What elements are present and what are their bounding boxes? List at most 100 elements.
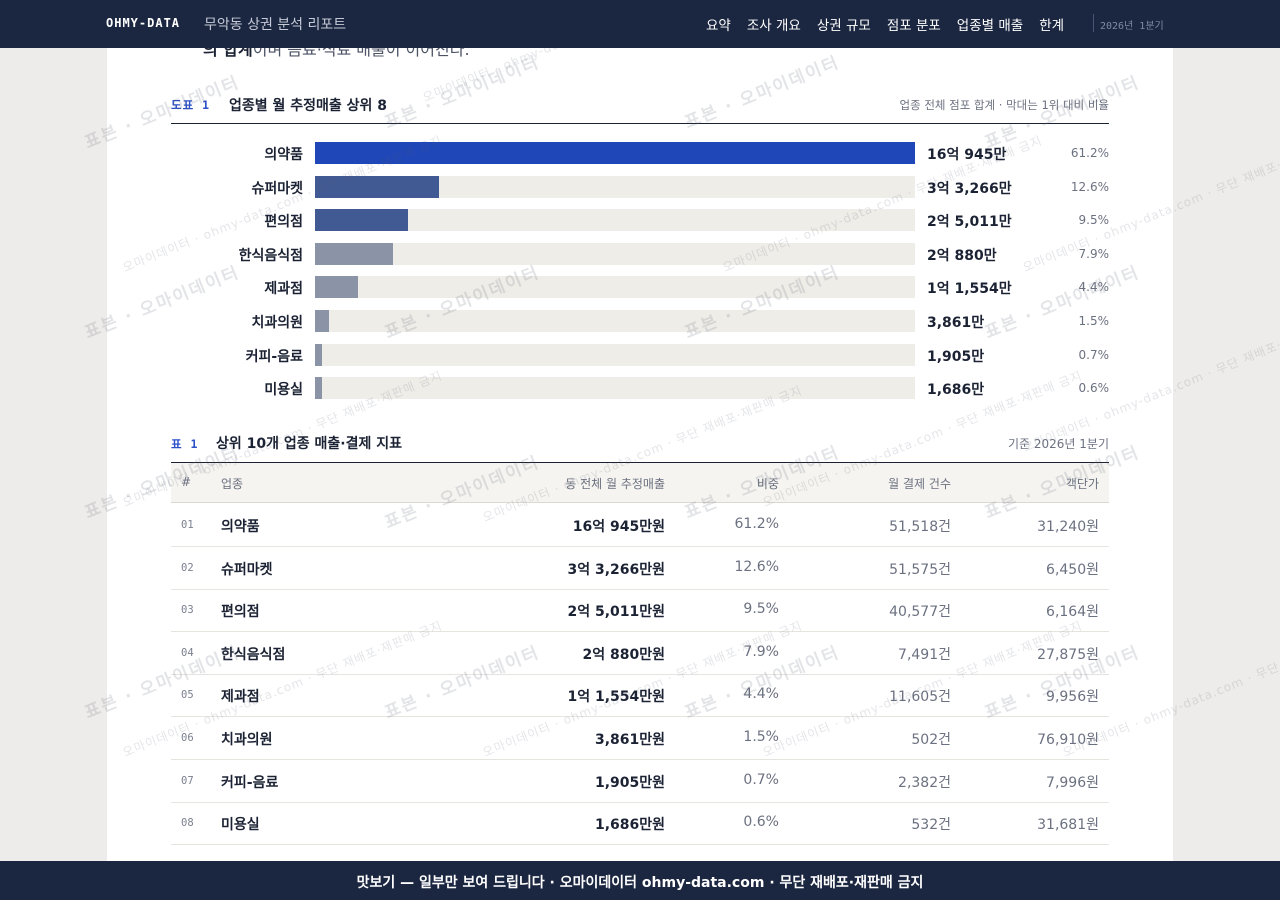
row-sales: 1,905만원 bbox=[594, 774, 665, 791]
table-row: 04 한식음식점 2억 880만원 7.9% 7,491건 27,875원 bbox=[171, 632, 1109, 675]
bar bbox=[315, 343, 322, 366]
bar-value-label: 16억 945만 bbox=[927, 147, 1007, 163]
bar-row: 슈퍼마켓 3억 3,266만 12.6% bbox=[107, 175, 1173, 198]
bar-share-label: 1.5% bbox=[1078, 314, 1110, 328]
bar-share-label: 61.2% bbox=[1070, 146, 1109, 160]
preview-banner: 맛보기 — 일부만 보여 드립니다 · 오마이데이터 ohmy-data.com… bbox=[0, 861, 1280, 900]
table-header: 표 1 상위 10개 업종 매출·결제 지표 기준 2026년 1분기 bbox=[171, 432, 1109, 463]
bar-category-label: 슈퍼마켓 bbox=[251, 180, 303, 197]
row-category: 의약품 bbox=[221, 519, 260, 535]
column-header-share: 비중 bbox=[756, 477, 779, 491]
bar-row: 미용실 1,686만 0.6% bbox=[107, 377, 1173, 400]
bar-value-label: 3,861만 bbox=[927, 315, 985, 331]
table-title: 상위 10개 업종 매출·결제 지표 bbox=[216, 436, 402, 452]
table-row-partial bbox=[171, 846, 1109, 861]
row-share: 1.5% bbox=[743, 729, 779, 745]
bar-category-label: 치과의원 bbox=[251, 315, 303, 331]
bar bbox=[315, 377, 322, 400]
bar-track bbox=[315, 175, 915, 198]
brand-logo[interactable]: OHMY-DATA bbox=[106, 16, 181, 30]
row-payment-count: 51,575건 bbox=[889, 561, 951, 578]
row-payment-count: 11,605건 bbox=[889, 689, 951, 706]
bar-track bbox=[315, 310, 915, 332]
column-header-avg-ticket: 객단가 bbox=[1065, 477, 1099, 491]
row-sales: 1억 1,554만원 bbox=[567, 689, 665, 706]
table-tag: 표 1 bbox=[171, 437, 199, 451]
table-row: 08 미용실 1,686만원 0.6% 532건 31,681원 bbox=[171, 802, 1109, 846]
bar bbox=[315, 276, 358, 299]
figure-note: 업종 전체 점포 합계 · 막대는 1위 대비 비율 bbox=[899, 98, 1110, 112]
row-rank: 07 bbox=[181, 774, 194, 787]
table-row: 02 슈퍼마켓 3억 3,266만원 12.6% 51,575건 6,450원 bbox=[171, 547, 1109, 590]
row-sales: 2억 5,011만원 bbox=[567, 604, 665, 621]
row-sales: 3억 3,266만원 bbox=[567, 561, 665, 578]
row-sales: 1,686만원 bbox=[594, 817, 665, 834]
bar-category-label: 미용실 bbox=[264, 382, 303, 399]
row-category: 편의점 bbox=[221, 604, 260, 621]
row-sales: 2억 880만원 bbox=[582, 646, 665, 663]
bar-row: 편의점 2억 5,011만 9.5% bbox=[107, 209, 1173, 232]
row-rank: 01 bbox=[181, 519, 194, 531]
bar-share-label: 4.4% bbox=[1078, 280, 1110, 295]
nav-item-limitations[interactable]: 한계 bbox=[1039, 18, 1065, 34]
bar bbox=[315, 142, 915, 164]
nav-item-summary[interactable]: 요약 bbox=[706, 18, 731, 34]
figure-title: 업종별 월 추정매출 상위 8 bbox=[229, 98, 388, 114]
nav-item-market-size[interactable]: 상권 규모 bbox=[816, 18, 871, 34]
row-payment-count: 2,382건 bbox=[898, 774, 951, 791]
nav-item-overview[interactable]: 조사 개요 bbox=[746, 18, 801, 34]
bar-track bbox=[315, 142, 915, 164]
bar-row: 제과점 1억 1,554만 4.4% bbox=[107, 276, 1173, 299]
row-avg-ticket: 6,450원 bbox=[1046, 561, 1099, 578]
row-rank: 03 bbox=[181, 604, 194, 617]
bar-value-label: 1,686만 bbox=[927, 382, 985, 399]
nav-item-sales-by-category[interactable]: 업종별 매출 bbox=[956, 18, 1024, 34]
intro-rest: 이며 음료·식료 매출이 이어진다. bbox=[252, 48, 470, 59]
table-note: 기준 2026년 1분기 bbox=[1007, 437, 1109, 451]
bar-value-label: 1억 1,554만 bbox=[927, 281, 1012, 298]
bar-share-label: 7.9% bbox=[1078, 246, 1110, 261]
column-header-payments: 월 결제 건수 bbox=[888, 477, 951, 491]
row-avg-ticket: 31,240원 bbox=[1037, 519, 1099, 535]
bar-category-label: 한식음식점 bbox=[238, 247, 303, 264]
bar-track bbox=[315, 343, 915, 366]
nav-divider bbox=[1093, 14, 1094, 32]
column-header-rank: # bbox=[181, 475, 192, 489]
row-share: 9.5% bbox=[743, 601, 779, 618]
figure-tag: 도표 1 bbox=[171, 98, 211, 112]
table-row: 05 제과점 1억 1,554만원 4.4% 11,605건 9,956원 bbox=[171, 674, 1109, 718]
bar-share-label: 9.5% bbox=[1078, 213, 1110, 228]
row-payment-count: 502건 bbox=[911, 732, 951, 748]
bar-value-label: 3억 3,266만 bbox=[927, 180, 1012, 197]
column-header-category: 업종 bbox=[221, 477, 244, 491]
column-header-sales: 동 전체 월 추정매출 bbox=[565, 477, 665, 491]
row-category: 미용실 bbox=[221, 817, 260, 834]
row-payment-count: 532건 bbox=[911, 817, 951, 834]
row-share: 0.7% bbox=[743, 771, 779, 788]
bar-row: 치과의원 3,861만 1.5% bbox=[107, 310, 1173, 332]
bar-value-label: 1,905만 bbox=[927, 348, 985, 365]
bar-row: 커피-음료 1,905만 0.7% bbox=[107, 343, 1173, 366]
bar-row: 한식음식점 2억 880만 7.9% bbox=[107, 242, 1173, 265]
row-avg-ticket: 76,910원 bbox=[1037, 732, 1099, 748]
bar-share-label: 0.7% bbox=[1078, 347, 1110, 362]
row-sales: 16억 945만원 bbox=[572, 519, 665, 535]
bar-share-label: 12.6% bbox=[1070, 179, 1109, 194]
intro-paragraph: 의 합계이며 음료·식료 매출이 이어진다. bbox=[203, 48, 470, 60]
section-nav: 요약 조사 개요 상권 규모 점포 분포 업종별 매출 한계 bbox=[706, 14, 1080, 34]
intro-bold: 의 합계 bbox=[203, 48, 253, 59]
bar-track bbox=[315, 242, 915, 265]
table-column-headers: # 업종 동 전체 월 추정매출 비중 월 결제 건수 객단가 bbox=[171, 463, 1109, 503]
report-title: 무악동 상권 분석 리포트 bbox=[204, 17, 347, 33]
bar-track bbox=[315, 209, 915, 232]
report-content: 의 합계이며 음료·식료 매출이 이어진다. 도표 1 업종별 월 추정매출 상… bbox=[107, 48, 1173, 861]
period-tag: 2026년 1분기 bbox=[1100, 21, 1164, 32]
bar-value-label: 2억 5,011만 bbox=[927, 214, 1012, 231]
figure-header: 도표 1 업종별 월 추정매출 상위 8 업종 전체 점포 합계 · 막대는 1… bbox=[171, 94, 1109, 124]
nav-item-store-distribution[interactable]: 점포 분포 bbox=[886, 18, 941, 34]
row-rank: 08 bbox=[181, 817, 194, 830]
row-avg-ticket: 7,996원 bbox=[1046, 774, 1099, 791]
preview-banner-text: 맛보기 — 일부만 보여 드립니다 · 오마이데이터 ohmy-data.com… bbox=[356, 875, 924, 891]
row-rank: 04 bbox=[181, 646, 194, 659]
row-avg-ticket: 31,681원 bbox=[1037, 817, 1099, 834]
